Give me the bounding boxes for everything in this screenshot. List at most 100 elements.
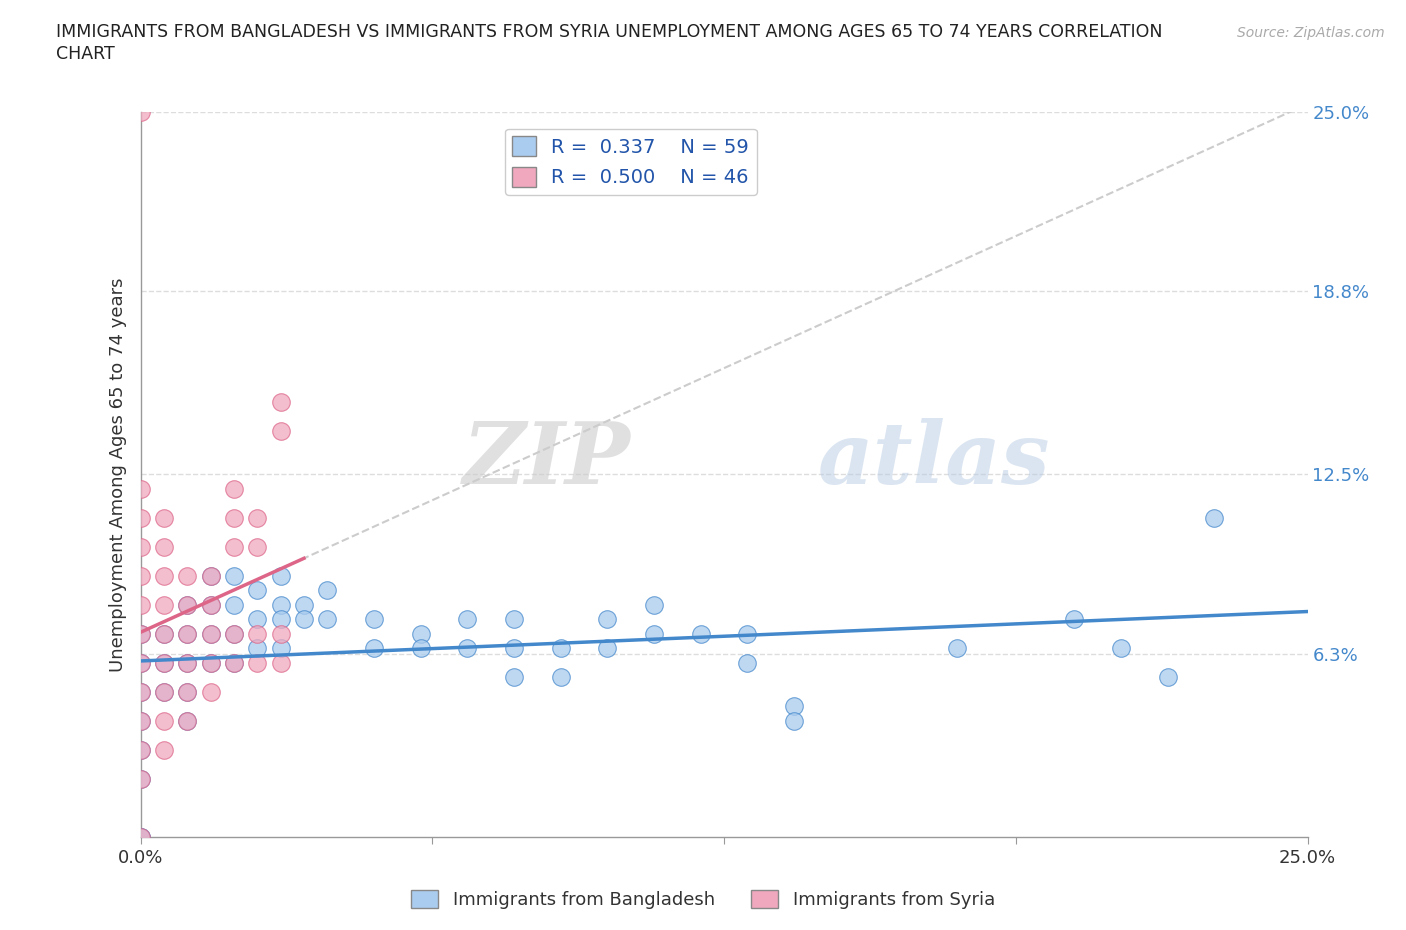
Point	[222, 568, 245, 583]
Point	[550, 670, 572, 684]
Point	[153, 627, 176, 642]
Point	[222, 539, 245, 554]
Point	[129, 627, 152, 642]
Point	[129, 539, 152, 554]
Point	[200, 656, 222, 671]
Point	[176, 627, 198, 642]
Point	[270, 656, 292, 671]
Point	[222, 482, 245, 497]
Point	[503, 612, 526, 627]
Point	[153, 539, 176, 554]
Point	[316, 612, 339, 627]
Point	[1204, 511, 1226, 525]
Point	[153, 511, 176, 525]
Point	[292, 612, 315, 627]
Point	[129, 830, 152, 844]
Point	[129, 713, 152, 728]
Point	[689, 627, 711, 642]
Point	[363, 612, 385, 627]
Text: CHART: CHART	[56, 45, 115, 62]
Point	[129, 772, 152, 787]
Point	[596, 641, 619, 656]
Point	[129, 684, 152, 699]
Point	[129, 627, 152, 642]
Point	[153, 742, 176, 757]
Point	[946, 641, 969, 656]
Point	[200, 597, 222, 612]
Point	[200, 656, 222, 671]
Point	[737, 656, 759, 671]
Point	[129, 104, 152, 119]
Point	[176, 713, 198, 728]
Point	[176, 713, 198, 728]
Point	[503, 670, 526, 684]
Point	[643, 597, 665, 612]
Text: Source: ZipAtlas.com: Source: ZipAtlas.com	[1237, 26, 1385, 40]
Point	[270, 423, 292, 438]
Point	[737, 627, 759, 642]
Point	[129, 713, 152, 728]
Point	[222, 511, 245, 525]
Point	[176, 656, 198, 671]
Point	[222, 656, 245, 671]
Point	[129, 772, 152, 787]
Point	[176, 568, 198, 583]
Point	[783, 713, 806, 728]
Legend: R =  0.337    N = 59, R =  0.500    N = 46: R = 0.337 N = 59, R = 0.500 N = 46	[505, 128, 756, 195]
Point	[316, 583, 339, 598]
Point	[222, 656, 245, 671]
Point	[246, 583, 269, 598]
Point	[129, 656, 152, 671]
Point	[270, 627, 292, 642]
Point	[176, 656, 198, 671]
Point	[176, 684, 198, 699]
Point	[550, 641, 572, 656]
Point	[200, 627, 222, 642]
Point	[153, 656, 176, 671]
Point	[153, 597, 176, 612]
Point	[129, 830, 152, 844]
Point	[246, 641, 269, 656]
Point	[270, 568, 292, 583]
Point	[129, 742, 152, 757]
Point	[200, 684, 222, 699]
Point	[153, 656, 176, 671]
Point	[153, 684, 176, 699]
Point	[129, 830, 152, 844]
Point	[200, 568, 222, 583]
Point	[246, 627, 269, 642]
Point	[246, 511, 269, 525]
Point	[176, 597, 198, 612]
Point	[270, 394, 292, 409]
Point	[1156, 670, 1178, 684]
Point	[200, 627, 222, 642]
Text: IMMIGRANTS FROM BANGLADESH VS IMMIGRANTS FROM SYRIA UNEMPLOYMENT AMONG AGES 65 T: IMMIGRANTS FROM BANGLADESH VS IMMIGRANTS…	[56, 23, 1163, 41]
Point	[129, 511, 152, 525]
Point	[1063, 612, 1085, 627]
Point	[222, 597, 245, 612]
Point	[153, 684, 176, 699]
Point	[246, 539, 269, 554]
Point	[129, 482, 152, 497]
Point	[129, 597, 152, 612]
Point	[153, 568, 176, 583]
Point	[270, 641, 292, 656]
Point	[153, 713, 176, 728]
Point	[176, 597, 198, 612]
Point	[596, 612, 619, 627]
Point	[409, 627, 432, 642]
Text: ZIP: ZIP	[463, 418, 631, 501]
Point	[222, 627, 245, 642]
Point	[200, 568, 222, 583]
Point	[176, 684, 198, 699]
Legend: Immigrants from Bangladesh, Immigrants from Syria: Immigrants from Bangladesh, Immigrants f…	[404, 883, 1002, 916]
Point	[270, 597, 292, 612]
Point	[643, 627, 665, 642]
Point	[246, 612, 269, 627]
Point	[1109, 641, 1132, 656]
Point	[270, 612, 292, 627]
Y-axis label: Unemployment Among Ages 65 to 74 years: Unemployment Among Ages 65 to 74 years	[108, 277, 127, 671]
Point	[222, 627, 245, 642]
Point	[129, 656, 152, 671]
Point	[456, 612, 478, 627]
